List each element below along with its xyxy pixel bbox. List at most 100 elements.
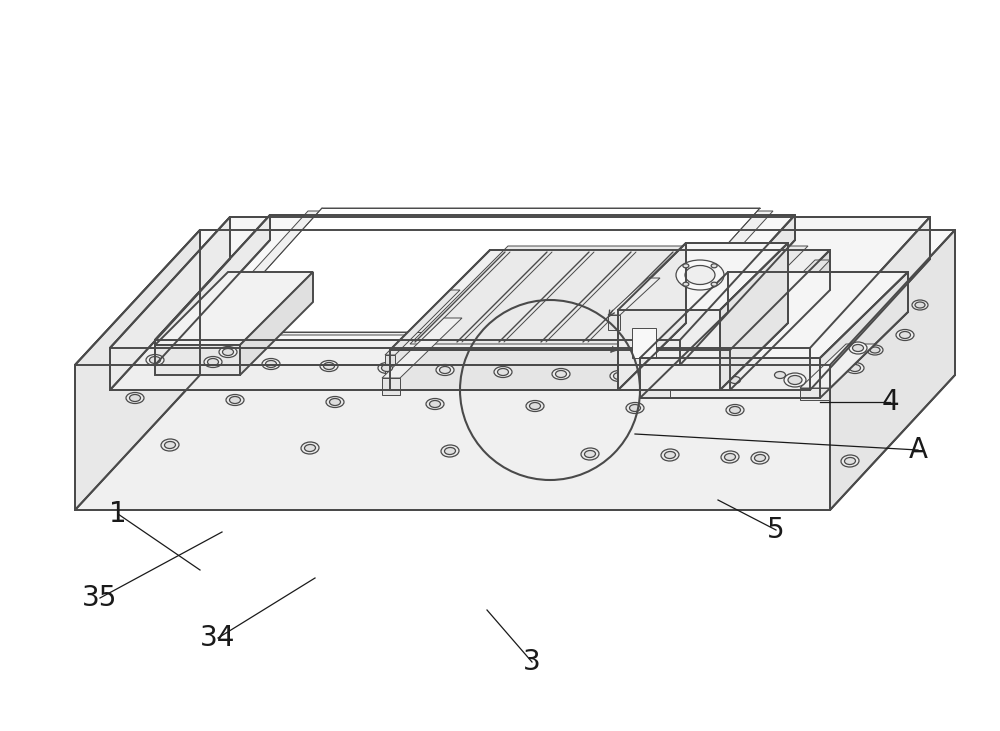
Ellipse shape — [751, 452, 769, 464]
Ellipse shape — [614, 373, 624, 379]
Polygon shape — [640, 378, 670, 398]
Ellipse shape — [330, 398, 340, 406]
Polygon shape — [390, 250, 830, 350]
Ellipse shape — [430, 401, 440, 407]
Ellipse shape — [711, 282, 717, 287]
Text: A: A — [908, 436, 928, 464]
Ellipse shape — [690, 365, 700, 371]
Polygon shape — [110, 217, 930, 348]
Polygon shape — [618, 243, 686, 390]
Text: 3: 3 — [523, 648, 541, 676]
Ellipse shape — [852, 344, 864, 352]
Ellipse shape — [494, 366, 512, 377]
Ellipse shape — [378, 363, 396, 374]
Polygon shape — [75, 230, 200, 510]
Ellipse shape — [165, 442, 175, 449]
Ellipse shape — [305, 444, 315, 452]
Polygon shape — [640, 326, 724, 378]
Ellipse shape — [219, 346, 237, 357]
Polygon shape — [155, 345, 240, 375]
Polygon shape — [720, 355, 740, 380]
Ellipse shape — [301, 442, 319, 454]
Ellipse shape — [788, 376, 802, 385]
Polygon shape — [632, 328, 656, 358]
Ellipse shape — [683, 282, 689, 287]
Ellipse shape — [730, 406, 740, 414]
Ellipse shape — [755, 455, 765, 461]
Ellipse shape — [226, 395, 244, 406]
Polygon shape — [640, 358, 820, 398]
Ellipse shape — [581, 448, 599, 460]
Polygon shape — [810, 217, 930, 390]
Ellipse shape — [771, 369, 789, 381]
Polygon shape — [75, 365, 830, 510]
Ellipse shape — [867, 345, 883, 355]
Polygon shape — [830, 230, 955, 510]
Ellipse shape — [845, 458, 855, 464]
Text: 4: 4 — [881, 388, 899, 416]
Ellipse shape — [320, 360, 338, 371]
Ellipse shape — [626, 403, 644, 414]
Ellipse shape — [896, 330, 914, 341]
Polygon shape — [75, 230, 955, 365]
Ellipse shape — [262, 358, 280, 369]
Polygon shape — [800, 388, 830, 400]
Ellipse shape — [526, 401, 544, 412]
Polygon shape — [385, 290, 460, 355]
Polygon shape — [240, 272, 313, 375]
Polygon shape — [155, 340, 680, 365]
Ellipse shape — [685, 265, 715, 284]
Ellipse shape — [556, 371, 566, 377]
Ellipse shape — [841, 455, 859, 467]
Ellipse shape — [204, 357, 222, 368]
Ellipse shape — [436, 365, 454, 376]
Polygon shape — [210, 208, 760, 332]
Polygon shape — [618, 310, 720, 390]
Ellipse shape — [585, 450, 595, 458]
Ellipse shape — [222, 349, 234, 355]
Text: 5: 5 — [767, 516, 785, 544]
Ellipse shape — [208, 358, 218, 366]
Ellipse shape — [230, 396, 240, 404]
Polygon shape — [155, 272, 313, 345]
Polygon shape — [640, 272, 908, 358]
Ellipse shape — [672, 374, 682, 382]
Ellipse shape — [711, 264, 717, 268]
Ellipse shape — [915, 302, 925, 308]
Polygon shape — [800, 344, 876, 388]
Ellipse shape — [726, 374, 744, 385]
Polygon shape — [608, 278, 660, 315]
Ellipse shape — [146, 355, 164, 366]
Polygon shape — [110, 348, 810, 390]
Ellipse shape — [161, 439, 179, 451]
Ellipse shape — [130, 395, 140, 401]
Ellipse shape — [661, 449, 679, 461]
Ellipse shape — [850, 365, 860, 371]
Ellipse shape — [324, 363, 334, 369]
Ellipse shape — [774, 371, 786, 379]
Ellipse shape — [530, 403, 540, 409]
Ellipse shape — [498, 368, 509, 376]
Ellipse shape — [665, 452, 675, 458]
Ellipse shape — [668, 373, 686, 384]
Ellipse shape — [440, 366, 450, 374]
Ellipse shape — [126, 393, 144, 404]
Polygon shape — [195, 211, 773, 335]
Ellipse shape — [686, 363, 704, 374]
Ellipse shape — [552, 368, 570, 379]
Polygon shape — [385, 355, 395, 380]
Ellipse shape — [725, 453, 735, 461]
Polygon shape — [680, 215, 795, 365]
Ellipse shape — [676, 260, 724, 290]
Ellipse shape — [870, 347, 880, 353]
Polygon shape — [410, 246, 808, 344]
Polygon shape — [608, 315, 620, 330]
Polygon shape — [155, 215, 795, 340]
Polygon shape — [640, 272, 728, 398]
Ellipse shape — [900, 331, 910, 338]
Ellipse shape — [912, 300, 928, 310]
Ellipse shape — [784, 373, 806, 387]
Ellipse shape — [266, 360, 276, 368]
Ellipse shape — [326, 396, 344, 407]
Ellipse shape — [846, 363, 864, 374]
